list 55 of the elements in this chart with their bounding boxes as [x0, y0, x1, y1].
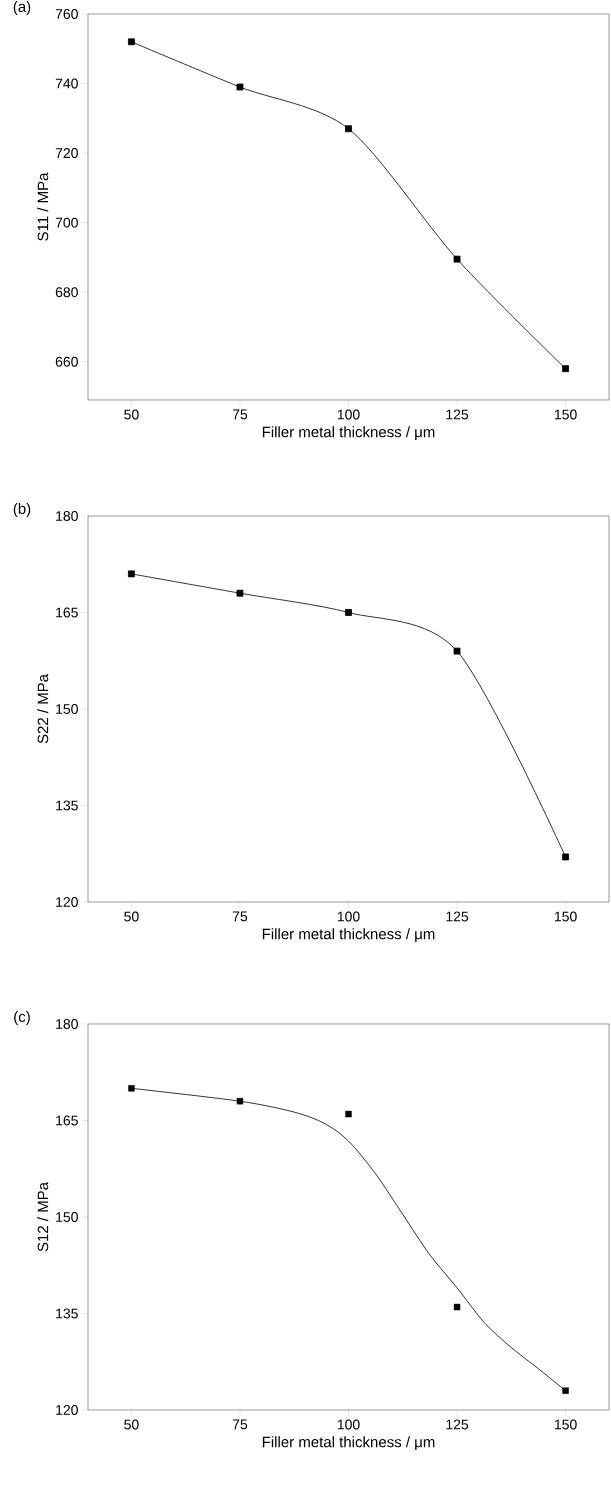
x-tick-label: 150 — [554, 409, 577, 420]
point — [562, 853, 569, 861]
y-tick-label: 180 — [56, 511, 78, 521]
point — [128, 570, 135, 578]
y-axis-title: S22 / MPa — [37, 673, 49, 744]
chart-title: (c) — [14, 1011, 30, 1025]
point — [345, 1110, 352, 1118]
chart-title: (a) — [13, 1, 31, 15]
x-tick-label: 50 — [124, 1419, 139, 1430]
y-tick-label: 680 — [55, 287, 78, 298]
point — [128, 38, 135, 46]
chart-title: (b) — [13, 503, 31, 517]
y-tick-label: 660 — [55, 356, 78, 367]
y-tick-label: 700 — [55, 217, 78, 228]
y-axis-title: S12 / MPa — [37, 1181, 49, 1252]
x-tick-label: 50 — [124, 409, 139, 420]
x-tick-label: 100 — [337, 409, 360, 420]
x-tick-label: 125 — [446, 911, 469, 922]
x-tick-label: 50 — [124, 911, 139, 922]
x-axis-title: Filler metal thickness / μm — [262, 426, 435, 441]
x-axis-title: Filler metal thickness / μm — [262, 1436, 435, 1451]
point — [236, 83, 244, 91]
x-axis-title: Filler metal thickness / μm — [262, 928, 435, 943]
point — [236, 589, 244, 597]
point — [453, 647, 461, 655]
point — [453, 1303, 461, 1311]
y-tick-label: 120 — [56, 897, 78, 907]
y-tick-label: 120 — [56, 1405, 78, 1415]
x-tick-label: 75 — [232, 1419, 248, 1430]
x-tick-label: 125 — [446, 1419, 469, 1430]
x-tick-label: 75 — [232, 409, 248, 420]
x-tick-label: 150 — [554, 1419, 577, 1430]
y-axis-title: S11 / MPa — [37, 172, 49, 241]
point — [345, 609, 352, 616]
x-tick-label: 150 — [554, 911, 577, 922]
y-tick-label: 165 — [56, 1115, 78, 1126]
y-tick-label: 740 — [55, 78, 78, 89]
point — [236, 1097, 244, 1105]
x-tick-label: 100 — [337, 911, 360, 922]
point — [453, 255, 461, 263]
point — [128, 1085, 135, 1092]
y-tick-label: 165 — [56, 607, 78, 618]
y-tick-label: 150 — [56, 704, 78, 714]
x-tick-label: 100 — [337, 1419, 360, 1430]
point — [345, 125, 352, 133]
y-tick-label: 180 — [56, 1019, 78, 1029]
y-tick-label: 720 — [55, 148, 78, 159]
x-tick-label: 75 — [232, 911, 248, 922]
point — [562, 1387, 569, 1394]
x-tick-label: 125 — [446, 409, 469, 420]
y-tick-label: 760 — [55, 9, 78, 19]
y-tick-label: 135 — [56, 1308, 78, 1319]
point — [562, 365, 569, 373]
y-tick-label: 150 — [56, 1212, 78, 1222]
y-tick-label: 135 — [56, 800, 78, 811]
